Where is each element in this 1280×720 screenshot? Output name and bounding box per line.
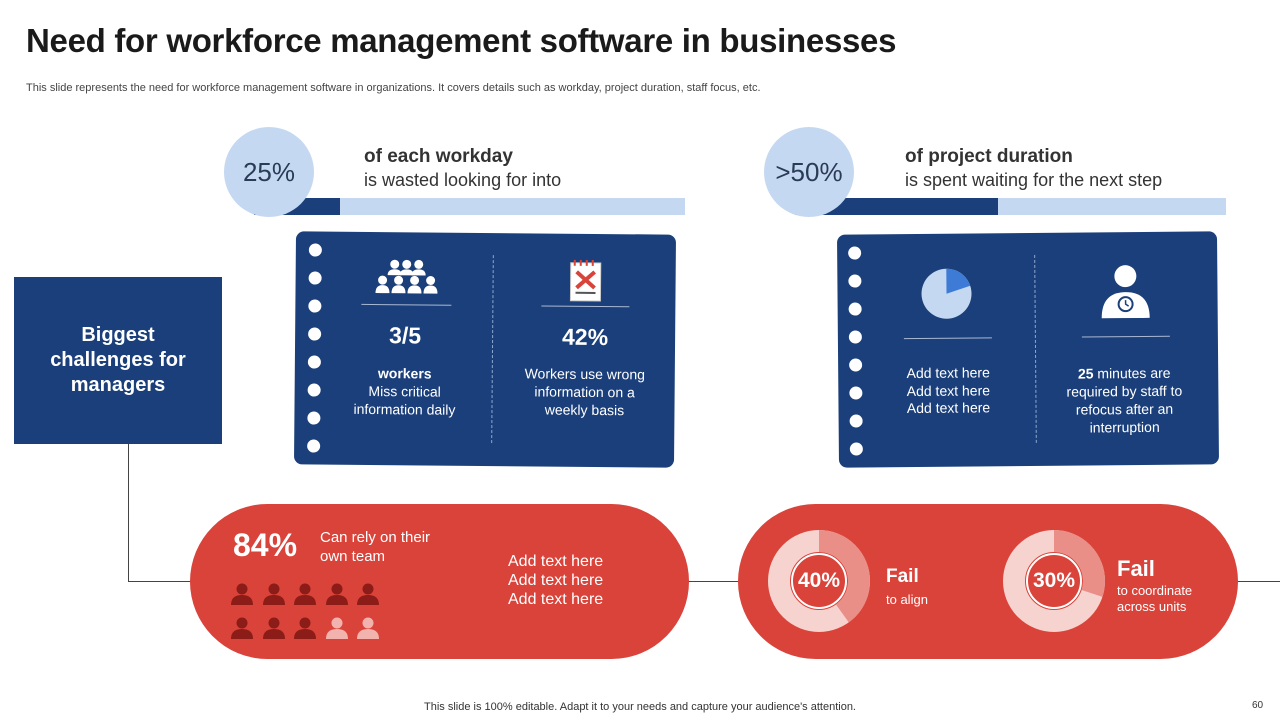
panel-left-text-1: Miss critical information daily [353,382,456,418]
pill-left-caption: Can rely on their own team [320,529,431,565]
binder-hole [308,243,322,257]
stat-sub-project: is spent waiting for the next step [905,170,1163,190]
stat-value-project: >50% [775,156,843,187]
info-panel-left: 3/5 workers Miss critical information da… [293,231,677,468]
challenge-label-box: Biggest challenges for managers [14,277,222,444]
stat-heading-project: of project duration [905,146,1073,167]
person-icon [262,617,285,639]
binder-hole [308,271,322,285]
stat-value-workday: 25% [242,156,296,187]
binder-hole [849,414,863,428]
person-icon [262,583,285,605]
panel-left-value-1: 3/5 [389,322,422,349]
panel-left-bold-1: workers [377,365,432,382]
pill-left-line-2: Add text here [508,572,604,589]
binder-hole [307,355,321,369]
person-icon [231,583,253,605]
binder-hole [307,411,321,425]
stat-sub-workday: is wasted looking for into [364,170,562,190]
donut-align: 40% [767,529,871,633]
person-icon [325,583,348,605]
page-number: 60 [1252,700,1264,711]
panel-right-text-1-line-1: Add text here [906,364,990,382]
fail-coordinate-sub: to coordinate across units [1117,583,1193,614]
crossed-document-icon [569,259,602,302]
slide-subtitle: This slide represents the need for workf… [26,82,761,94]
icon-underline [1081,335,1170,338]
person-refocus-icon [1101,265,1150,319]
binder-hole [307,439,321,453]
binder-hole [848,302,862,316]
panel-right-bold-2: 25 [1077,365,1094,382]
donut-chart-coordinate [1003,530,1105,632]
panel-left-text-2: Workers use wrong information on a weekl… [524,365,646,419]
icon-underline [903,337,992,340]
donut-coordinate: 30% [1002,529,1106,633]
stat-circle-workday: 25% [224,127,314,217]
binder-hole [307,383,321,397]
info-panel-right: Add text here Add text here Add text her… [836,231,1220,468]
person-icon [357,617,379,639]
connector-horizontal [128,581,1280,582]
binder-hole [849,442,863,456]
stat-circle-project: >50% [764,127,854,217]
person-icon [357,583,379,605]
panel-right-text-2: 25 minutes are required by staff to refo… [1056,364,1193,437]
panel-right-text-1-line-3: Add text here [906,399,991,417]
binder-hole [849,358,863,372]
donut-align-value: 40% [797,569,841,592]
person-icon [294,583,316,605]
panel-divider [491,255,494,444]
pill-team-reliance: 84% Can rely on their own team Add text … [190,504,689,659]
group-of-people-icon [375,259,438,294]
icon-underline [541,305,630,308]
footer-note: This slide is 100% editable. Adapt it to… [424,701,856,713]
fail-coordinate-heading: Fail [1117,556,1155,581]
pill-left-value: 84% [233,527,298,563]
binder-hole [848,246,862,260]
binder-hole [308,299,322,313]
binder-hole [849,386,863,400]
binder-hole [848,330,862,344]
pie-chart-icon [921,268,972,319]
fail-align-sub: to align [886,592,928,607]
stat-bar-workday [254,198,685,215]
donut-coordinate-value: 30% [1032,569,1076,592]
slide-title: Need for workforce management software i… [26,22,897,59]
stat-bar-fill-project [795,198,998,215]
connector-vertical [128,444,129,582]
stat-bar-project [795,198,1226,215]
pill-left-line-3: Add text here [508,591,604,608]
person-icon [231,617,253,639]
stat-heading-workday: of each workday [364,146,513,167]
panel-left-value-2: 42% [561,323,609,351]
challenge-label: Biggest challenges for managers [50,324,186,396]
icon-underline [361,303,452,306]
binder-hole [308,327,322,341]
person-icon [325,617,348,639]
donut-chart-align [768,530,870,632]
fail-align-heading: Fail [886,566,919,587]
panel-divider [1034,254,1037,443]
pill-left-line-1: Add text here [508,553,604,570]
pill-failure-rates: 40% Fail to align 30% Fail to coordinate… [738,504,1238,659]
binder-hole [848,274,862,288]
person-icon [294,617,316,639]
